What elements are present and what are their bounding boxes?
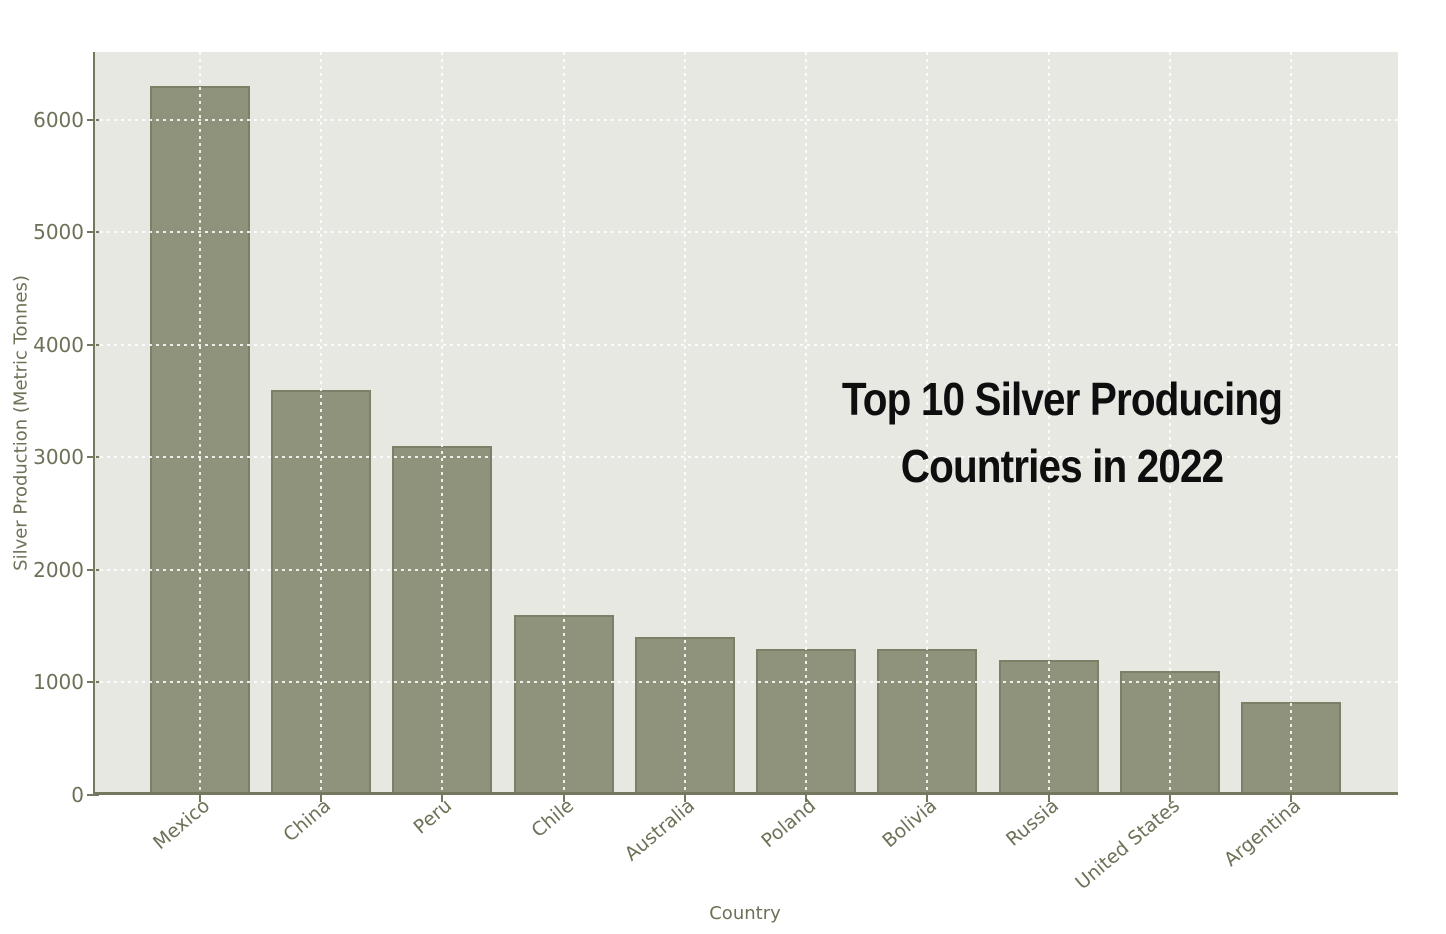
x-tick-label-australia: Australia [620,794,699,866]
gridline-vertical-united-states [1168,52,1171,795]
x-tick-mark-russia [1047,795,1050,802]
y-tick-label-0: 0 [71,783,84,807]
x-tick-mark-china [320,795,323,802]
x-tick-mark-chile [562,795,565,802]
gridline-vertical-chile [562,52,565,795]
x-axis-line [93,792,1398,795]
x-tick-mark-peru [441,795,444,802]
x-tick-mark-bolivia [926,795,929,802]
y-tick-mark-0 [87,794,99,796]
gridline-vertical-russia [1047,52,1050,795]
x-tick-mark-australia [683,795,686,802]
y-tick-label-1000: 1000 [33,670,84,695]
y-axis-line [93,52,95,795]
x-tick-label-poland: Poland [757,794,821,853]
gridline-vertical-china [320,52,323,795]
gridline-horizontal-5000 [93,231,1398,234]
x-tick-label-bolivia: Bolivia [878,794,942,853]
x-tick-label-russia: Russia [1001,794,1063,851]
chart-title-line-2: Countries in 2022 [900,440,1224,492]
y-tick-label-4000: 4000 [33,332,84,357]
x-tick-mark-united-states [1168,795,1171,802]
y-tick-label-5000: 5000 [33,220,84,245]
gridline-vertical-bolivia [926,52,929,795]
x-tick-label-argentina: Argentina [1219,794,1306,872]
x-tick-mark-argentina [1290,795,1292,802]
x-tick-label-chile: Chile [527,794,578,842]
x-tick-label-peru: Peru [409,794,457,839]
gridline-vertical-peru [441,52,444,795]
y-axis-label: Silver Production (Metric Tonnes) [10,275,32,571]
x-axis-label: Country [709,903,781,924]
x-tick-label-united-states: United States [1071,794,1184,895]
x-tick-mark-poland [805,795,808,802]
gridline-horizontal-4000 [93,343,1398,346]
chart-title-line-1: Top 10 Silver Producing [841,373,1283,425]
plot-area: Top 10 Silver Producing Countries in 202… [93,52,1398,795]
gridline-vertical-mexico [199,52,201,795]
gridline-vertical-argentina [1290,52,1292,795]
y-tick-label-2000: 2000 [33,557,84,582]
chart-title: Top 10 Silver Producing Countries in 202… [835,366,1289,500]
y-tick-label-6000: 6000 [33,107,84,132]
y-tick-label-3000: 3000 [33,445,84,470]
gridline-horizontal-6000 [93,118,1398,121]
x-tick-label-mexico: Mexico [149,794,215,855]
gridline-vertical-poland [805,52,808,795]
x-tick-label-china: China [279,794,336,847]
x-tick-mark-mexico [199,795,201,802]
gridline-horizontal-2000 [93,568,1398,571]
gridline-horizontal-3000 [93,456,1398,459]
gridline-vertical-australia [683,52,686,795]
gridline-horizontal-1000 [93,681,1398,684]
